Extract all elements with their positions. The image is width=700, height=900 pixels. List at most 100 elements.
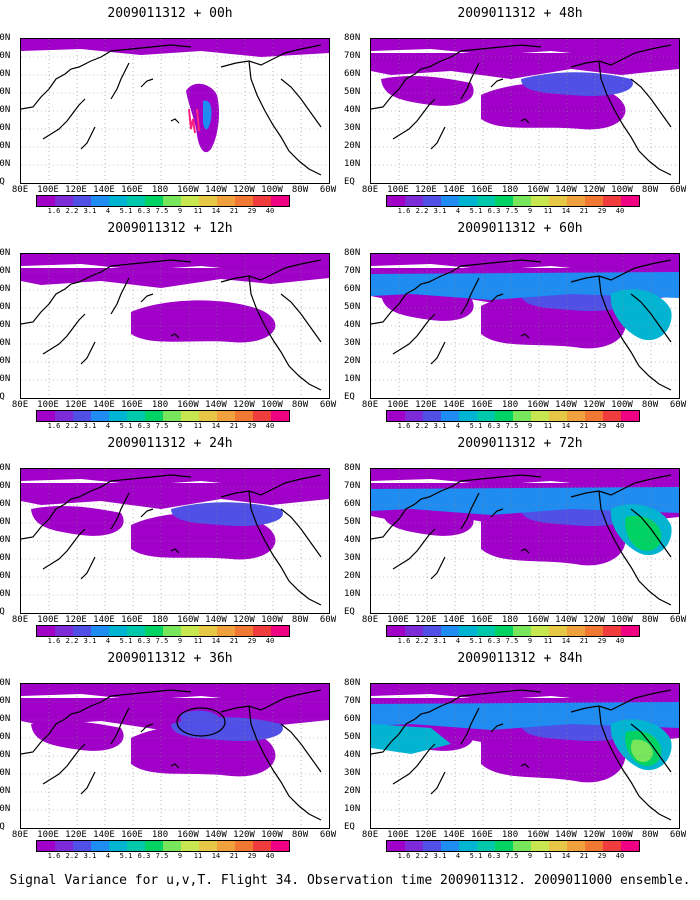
longitude-label: 120W (583, 400, 605, 410)
variance-map (20, 253, 330, 399)
latitude-label: 80N (0, 678, 11, 688)
colorbar-label: 1.6 (47, 207, 61, 215)
colorbar-label: 3.1 (433, 207, 447, 215)
longitude-label: 180 (501, 615, 519, 625)
variance-area (625, 515, 662, 552)
latitude-label: 20N (344, 571, 361, 581)
latitude-label: 50N (0, 517, 11, 527)
latitude-label: 20N (344, 356, 361, 366)
colorbar-swatch (585, 626, 603, 636)
longitude-label: 180 (151, 400, 169, 410)
colorbar-label: 11 (193, 422, 203, 430)
latitude-label: 20N (344, 786, 361, 796)
colorbar-swatch (217, 196, 235, 206)
colorbar-swatch (441, 626, 459, 636)
colorbar-label: 40 (615, 852, 625, 860)
colorbar-swatch (549, 196, 567, 206)
coastline (280, 723, 322, 773)
panel-title: 2009011312 + 24h (107, 436, 233, 451)
longitude-label: 60W (319, 400, 337, 410)
colorbar-label: 29 (597, 852, 607, 860)
coastline (570, 474, 672, 498)
colorbar-swatch (405, 841, 423, 851)
coastline (460, 707, 480, 745)
colorbar-swatch (217, 411, 235, 421)
colorbar-swatch (513, 841, 531, 851)
colorbar-label: 5.1 (469, 207, 483, 215)
longitude-label: 120E (65, 185, 87, 195)
map-panel: 2009011312 + 48h 80N 70N 60N 50N 40N 30N 20N 10N… (344, 0, 690, 215)
colorbar-label: 11 (543, 207, 553, 215)
colorbar-label: 9 (177, 207, 183, 215)
latitude-label: 40N (0, 750, 11, 760)
latitude-label: 50N (344, 87, 361, 97)
colorbar-label: 5.1 (469, 852, 483, 860)
colorbar-label: 21 (229, 637, 239, 645)
latitude-label: 50N (344, 517, 361, 527)
variance-area (21, 254, 329, 272)
coastline (520, 763, 530, 769)
longitude-label: 80W (291, 615, 309, 625)
colorbar-label: 14 (211, 207, 221, 215)
coastline (110, 277, 130, 315)
variance-area (180, 710, 222, 734)
colorbar-swatch (109, 196, 127, 206)
coastline (110, 492, 130, 530)
coastline (371, 259, 542, 325)
map-canvas (21, 684, 329, 828)
colorbar-swatch (127, 196, 145, 206)
colorbar-swatch (73, 626, 91, 636)
coastline (140, 508, 154, 518)
coastline (371, 44, 542, 110)
colorbar-swatch (55, 196, 73, 206)
coastline (170, 763, 180, 769)
colorbar-label: 29 (247, 422, 257, 430)
coastline (430, 126, 446, 150)
latitude-label: 10N (0, 804, 11, 814)
latitude-label: 30N (0, 123, 11, 133)
coastline (392, 528, 436, 570)
latitude-label: 80N (344, 463, 361, 473)
coastline (170, 333, 180, 339)
coastline (570, 259, 672, 283)
coastline (170, 118, 180, 124)
longitude-label: 120E (65, 400, 87, 410)
longitude-label: 120W (233, 830, 255, 840)
latitude-label: 40N (344, 320, 361, 330)
longitude-label: 100W (261, 830, 283, 840)
latitude-label: EQ (344, 392, 355, 402)
colorbar-swatch (387, 196, 405, 206)
coastline (430, 556, 446, 580)
longitude-label: 160E (121, 615, 143, 625)
colorbar-label: 9 (527, 637, 533, 645)
colorbar-label: 5.1 (119, 852, 133, 860)
coastline (248, 490, 322, 606)
latitude-label: 60N (0, 499, 11, 509)
longitude-label: 80E (11, 830, 29, 840)
variance-area (21, 268, 329, 288)
colorbar-swatch (603, 196, 621, 206)
colorbar-label: 14 (561, 852, 571, 860)
latitude-label: 40N (344, 750, 361, 760)
longitude-label: 120W (233, 400, 255, 410)
colorbar-label: 6.3 (137, 852, 151, 860)
latitude-label: EQ (0, 607, 5, 617)
colorbar-swatch (549, 626, 567, 636)
longitude-label: 100E (37, 185, 59, 195)
colorbar-swatch (459, 411, 477, 421)
latitude-label: 60N (344, 714, 361, 724)
colorbar-label: 14 (561, 207, 571, 215)
colorbar-swatch (405, 411, 423, 421)
colorbar-swatch (477, 841, 495, 851)
colorbar-swatch (567, 411, 585, 421)
colorbar-swatch (567, 626, 585, 636)
longitude-label: 60W (669, 185, 687, 195)
longitude-label: 100E (387, 615, 409, 625)
coastline (248, 705, 322, 821)
colorbar-label: 9 (527, 852, 533, 860)
colorbar-swatch (163, 196, 181, 206)
coastline (598, 60, 672, 176)
longitude-label: 60W (319, 830, 337, 840)
colorbar-label: 2.2 (415, 852, 429, 860)
longitude-label: 140W (555, 830, 577, 840)
